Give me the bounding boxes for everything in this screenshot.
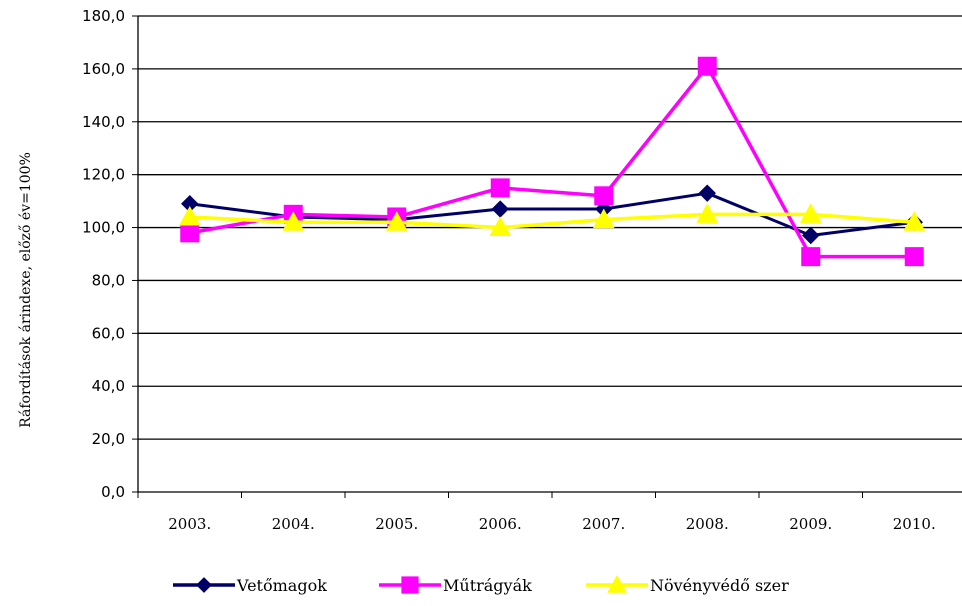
gridlines bbox=[138, 15, 962, 440]
series-line bbox=[189, 212, 915, 230]
data-point bbox=[282, 211, 305, 231]
legend-entry: Növényvédő szer bbox=[586, 574, 789, 595]
data-point bbox=[698, 184, 716, 202]
data-point bbox=[904, 247, 924, 267]
x-tick-label: 2008. bbox=[686, 515, 729, 533]
data-point bbox=[180, 223, 200, 243]
legend-swatch-marker bbox=[401, 576, 419, 594]
data-point bbox=[178, 205, 201, 226]
legend-label: Növényvédő szer bbox=[650, 576, 789, 595]
data-point bbox=[592, 208, 615, 229]
data-point bbox=[697, 56, 717, 76]
y-tick-label: 120,0 bbox=[82, 166, 125, 184]
y-tick-label: 40,0 bbox=[92, 377, 125, 395]
data-point bbox=[696, 203, 719, 223]
y-tick-labels: 0,0 20,0 40,0 60,0 80,0 100,0 120,0 140,0 160,0 1… bbox=[82, 7, 125, 501]
series bbox=[178, 56, 926, 267]
x-tick-label: 2010. bbox=[893, 515, 936, 533]
legend-swatch-marker bbox=[607, 574, 627, 593]
x-tick-label: 2004. bbox=[272, 515, 315, 533]
y-axis-label: Ráfordítások árindexe, előző év=100% bbox=[18, 152, 34, 428]
y-tick-label: 0,0 bbox=[101, 483, 125, 501]
x-tick-label: 2003. bbox=[168, 515, 211, 533]
y-tick-label: 140,0 bbox=[82, 113, 125, 131]
y-tick-label: 60,0 bbox=[92, 324, 125, 342]
data-point bbox=[490, 178, 510, 198]
x-tick-label: 2009. bbox=[789, 515, 832, 533]
data-point bbox=[489, 216, 512, 237]
legend-label: Műtrágyák bbox=[443, 576, 532, 595]
data-point bbox=[802, 226, 820, 245]
y-tick-label: 20,0 bbox=[92, 430, 125, 448]
legend-entry: Vetőmagok bbox=[173, 576, 327, 595]
legend: Vetőmagok Műtrágyák Növényvédő szer bbox=[173, 574, 789, 595]
data-point bbox=[903, 211, 926, 231]
x-tick-label: 2007. bbox=[582, 515, 625, 533]
y-tick-label: 160,0 bbox=[82, 60, 125, 78]
legend-entry: Műtrágyák bbox=[379, 576, 532, 595]
data-point bbox=[385, 211, 408, 231]
data-point bbox=[594, 186, 614, 206]
series-3 bbox=[178, 203, 926, 237]
x-tick-label: 2005. bbox=[375, 515, 418, 533]
y-tick-label: 180,0 bbox=[82, 7, 125, 25]
data-point bbox=[799, 203, 822, 223]
legend-swatch-marker bbox=[196, 577, 212, 593]
y-tick-label: 80,0 bbox=[92, 271, 125, 289]
data-point bbox=[801, 247, 821, 267]
legend-label: Vetőmagok bbox=[236, 576, 327, 595]
x-tick-label: 2006. bbox=[479, 515, 522, 533]
y-tick-label: 100,0 bbox=[82, 219, 125, 237]
x-tick-labels: 2003. 2004. 2005. 2006. 2007. 2008. 2009. 2010. bbox=[168, 515, 935, 533]
data-point bbox=[491, 200, 509, 218]
axes bbox=[132, 15, 962, 498]
series-line bbox=[189, 64, 915, 259]
